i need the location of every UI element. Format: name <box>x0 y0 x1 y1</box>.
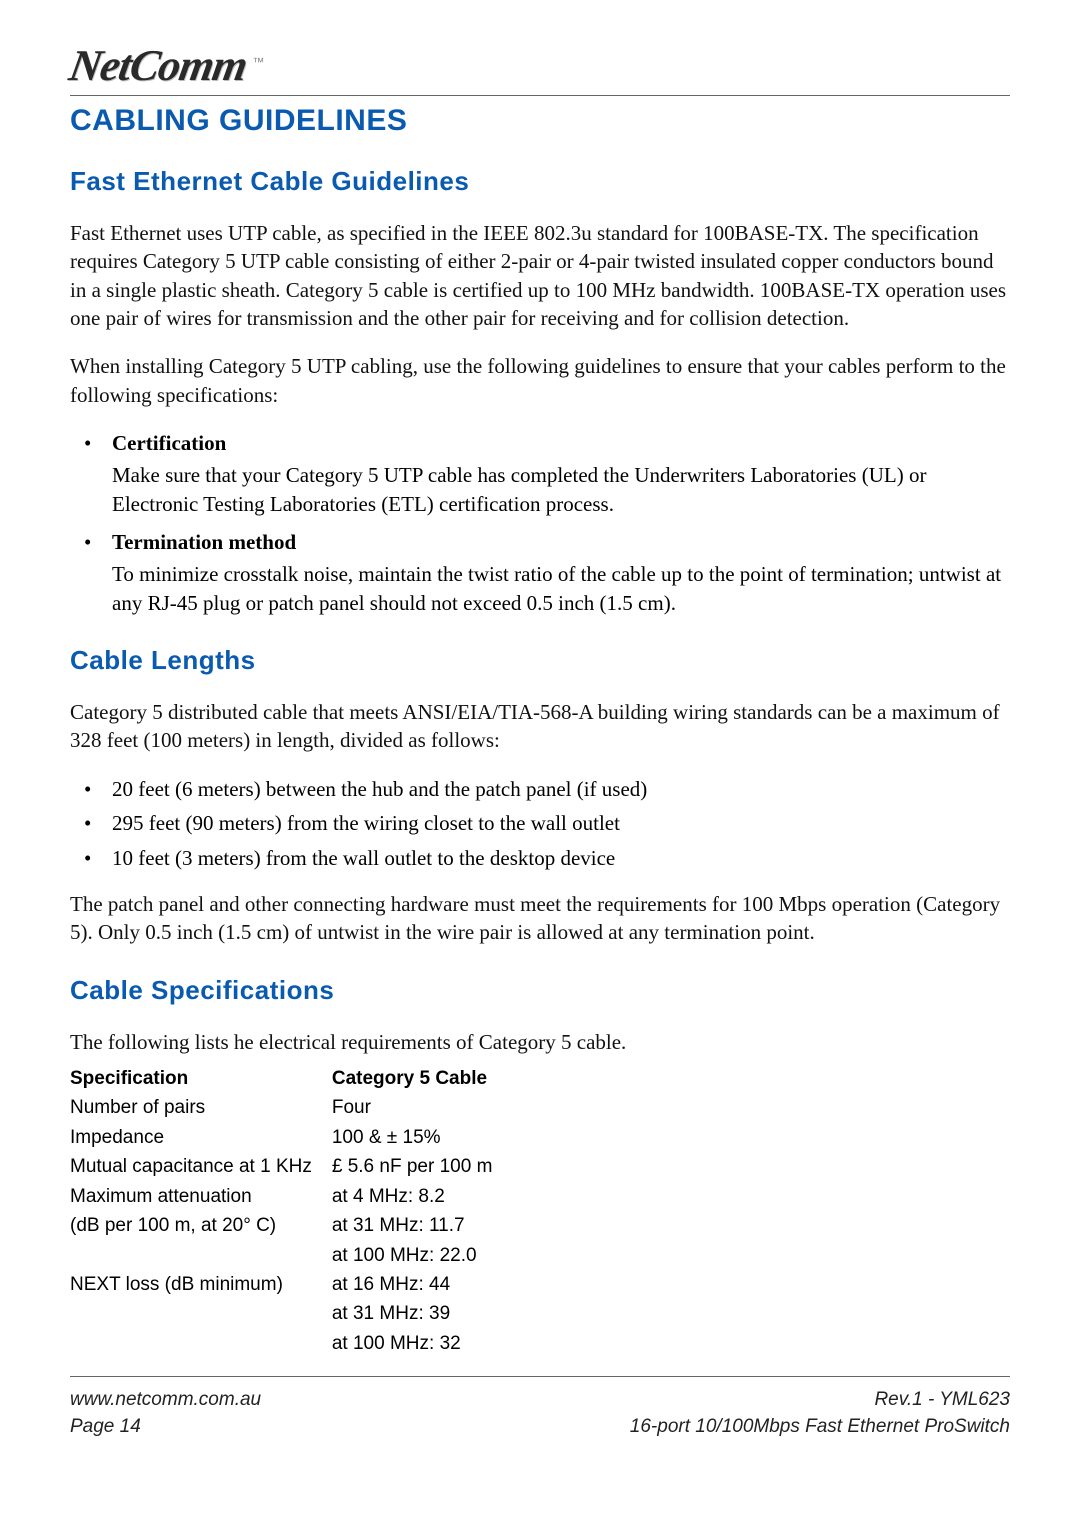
table-row: Number of pairs Four <box>70 1093 512 1122</box>
section-heading-cable-lengths: Cable Lengths <box>70 645 1010 676</box>
table-cell <box>70 1299 332 1328</box>
table-header-cat5: Category 5 Cable <box>332 1064 513 1093</box>
brand-logo: NetComm ™ <box>70 40 1010 91</box>
header-divider <box>70 95 1010 96</box>
table-cell: £ 5.6 nF per 100 m <box>332 1152 513 1181</box>
section-heading-fast-ethernet: Fast Ethernet Cable Guidelines <box>70 166 1010 197</box>
table-cell: Number of pairs <box>70 1093 332 1122</box>
table-cell: at 16 MHz: 44 <box>332 1270 513 1299</box>
guideline-certification-body: Make sure that your Category 5 UTP cable… <box>112 461 1010 518</box>
table-cell: (dB per 100 m, at 20° C) <box>70 1211 332 1240</box>
lengths-paragraph-1: Category 5 distributed cable that meets … <box>70 698 1010 755</box>
lengths-item-2: 295 feet (90 meters) from the wiring clo… <box>70 809 1010 837</box>
guideline-termination: Termination method To minimize crosstalk… <box>70 528 1010 617</box>
table-row: Impedance 100 & ± 15% <box>70 1123 512 1152</box>
section-heading-cable-specs: Cable Specifications <box>70 975 1010 1006</box>
specs-intro: The following lists he electrical requir… <box>70 1028 1010 1056</box>
table-cell: at 31 MHz: 11.7 <box>332 1211 513 1240</box>
footer-right: Rev.1 - YML623 16-port 10/100Mbps Fast E… <box>630 1387 1010 1440</box>
brand-logo-text: NetComm <box>66 40 251 91</box>
brand-logo-tm: ™ <box>252 55 264 69</box>
guideline-termination-body: To minimize crosstalk noise, maintain th… <box>112 560 1010 617</box>
lengths-paragraph-2: The patch panel and other connecting har… <box>70 890 1010 947</box>
table-cell: Four <box>332 1093 513 1122</box>
footer-left: www.netcomm.com.au Page 14 <box>70 1387 261 1440</box>
table-row: Mutual capacitance at 1 KHz £ 5.6 nF per… <box>70 1152 512 1181</box>
guideline-certification: Certification Make sure that your Catego… <box>70 429 1010 518</box>
table-row: (dB per 100 m, at 20° C) at 31 MHz: 11.7 <box>70 1211 512 1240</box>
table-cell: NEXT loss (dB minimum) <box>70 1270 332 1299</box>
guideline-certification-head: Certification <box>112 429 1010 457</box>
lengths-list: 20 feet (6 meters) between the hub and t… <box>70 775 1010 872</box>
table-cell: at 31 MHz: 39 <box>332 1299 513 1328</box>
footer-rev: Rev.1 - YML623 <box>630 1387 1010 1414</box>
table-cell: Impedance <box>70 1123 332 1152</box>
guideline-termination-head: Termination method <box>112 528 1010 556</box>
table-cell <box>70 1241 332 1270</box>
guidelines-list: Certification Make sure that your Catego… <box>70 429 1010 617</box>
table-row: at 100 MHz: 22.0 <box>70 1241 512 1270</box>
intro-paragraph-1: Fast Ethernet uses UTP cable, as specifi… <box>70 219 1010 332</box>
page-title: CABLING GUIDELINES <box>70 104 1010 138</box>
table-cell: 100 & ± 15% <box>332 1123 513 1152</box>
table-row: NEXT loss (dB minimum) at 16 MHz: 44 <box>70 1270 512 1299</box>
table-header-row: Specification Category 5 Cable <box>70 1064 512 1093</box>
table-cell: at 4 MHz: 8.2 <box>332 1182 513 1211</box>
intro-paragraph-2: When installing Category 5 UTP cabling, … <box>70 352 1010 409</box>
footer-product: 16-port 10/100Mbps Fast Ethernet ProSwit… <box>630 1414 1010 1441</box>
footer-url: www.netcomm.com.au <box>70 1387 261 1414</box>
table-header-spec: Specification <box>70 1064 332 1093</box>
table-cell: at 100 MHz: 22.0 <box>332 1241 513 1270</box>
table-row: at 100 MHz: 32 <box>70 1329 512 1358</box>
table-cell: Maximum attenuation <box>70 1182 332 1211</box>
table-row: at 31 MHz: 39 <box>70 1299 512 1328</box>
footer-page: Page 14 <box>70 1414 261 1441</box>
table-cell: Mutual capacitance at 1 KHz <box>70 1152 332 1181</box>
specs-table: Specification Category 5 Cable Number of… <box>70 1064 512 1358</box>
lengths-item-3: 10 feet (3 meters) from the wall outlet … <box>70 844 1010 872</box>
table-cell <box>70 1329 332 1358</box>
lengths-item-1: 20 feet (6 meters) between the hub and t… <box>70 775 1010 803</box>
table-row: Maximum attenuation at 4 MHz: 8.2 <box>70 1182 512 1211</box>
footer-divider <box>70 1376 1010 1377</box>
page-footer: www.netcomm.com.au Page 14 Rev.1 - YML62… <box>70 1387 1010 1440</box>
table-cell: at 100 MHz: 32 <box>332 1329 513 1358</box>
